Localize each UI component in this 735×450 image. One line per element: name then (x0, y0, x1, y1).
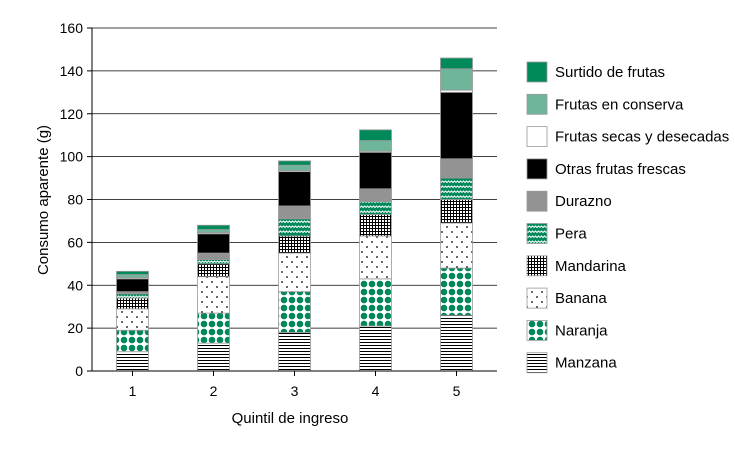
bar-segment (278, 218, 311, 237)
bar-segment (116, 274, 149, 279)
bar-segment (440, 57, 473, 70)
legend-swatch (526, 158, 548, 180)
legend-label: Banana (555, 290, 607, 307)
bar-segment (197, 312, 230, 344)
legend-label: Durazno (555, 193, 612, 210)
y-tick-label: 0 (75, 363, 83, 379)
x-axis-title: Quintil de ingreso (232, 410, 349, 427)
bar-segment (359, 278, 392, 327)
bar-segment (278, 205, 311, 220)
y-axis-title: Consumo aparente (g) (35, 125, 52, 275)
legend-label: Mandarina (555, 258, 627, 275)
bar-segment (197, 259, 230, 265)
legend-swatch (526, 223, 548, 244)
y-tick-label: 120 (60, 106, 84, 122)
legend: Surtido de frutas Frutas en conserva Fruta… (526, 61, 729, 374)
bar-segment (359, 325, 392, 372)
legend-swatch (526, 319, 548, 341)
y-tick-label: 160 (60, 20, 84, 36)
legend-label: Frutas en conserva (555, 96, 684, 113)
legend-label: Manzana (555, 355, 617, 372)
y-tick-label: 80 (67, 192, 83, 208)
y-tick-label: 20 (67, 320, 83, 336)
legend-swatch (526, 190, 548, 212)
bar-segment (116, 297, 149, 310)
legend-label: Surtido de frutas (555, 64, 665, 81)
bar-segment (440, 314, 473, 372)
bar-segment (278, 291, 311, 333)
x-tick-label: 5 (453, 383, 461, 399)
y-tick-label: 60 (67, 234, 83, 250)
bar-segment (278, 252, 311, 293)
x-tick-label: 3 (291, 383, 299, 399)
bar-segment (278, 332, 311, 372)
legend-swatch (526, 255, 548, 277)
legend-swatch (526, 93, 548, 115)
bar-segment (359, 151, 392, 190)
bar-segment (440, 199, 473, 224)
bar-segment (116, 270, 149, 275)
bar-segment (440, 177, 473, 200)
bar-segment (197, 263, 230, 278)
bar-segment (116, 329, 149, 353)
bar-segment (440, 267, 473, 316)
bar-segment (359, 140, 392, 152)
y-tick-label: 100 (60, 149, 84, 165)
y-tick-label: 40 (67, 277, 83, 293)
bar-segment (278, 235, 311, 254)
bar-segment (197, 233, 230, 254)
bar-segment (116, 278, 149, 293)
legend-label: Frutas secas y desecadas (555, 129, 729, 146)
legend-label: Pera (555, 226, 587, 243)
bar-segment (440, 158, 473, 179)
bar-segment (359, 129, 392, 141)
x-tick-label: 2 (210, 383, 218, 399)
bar-segment (197, 229, 230, 234)
x-tick-label: 1 (129, 383, 137, 399)
bars (116, 57, 473, 372)
legend-label: Otras frutas frescas (555, 161, 686, 178)
y-tick-label: 140 (60, 63, 84, 79)
legend-swatch (526, 352, 548, 374)
bar-segment (440, 68, 473, 91)
legend-swatch (526, 61, 548, 83)
x-tick-label: 4 (372, 383, 380, 399)
bar-segment (197, 252, 230, 260)
bar-segment (278, 164, 311, 171)
bar-segment (359, 214, 392, 237)
bar-segment (116, 293, 149, 299)
bar-segment (197, 342, 230, 372)
legend-swatch (526, 287, 548, 309)
bar-segment (440, 222, 473, 269)
bar-segment (440, 91, 473, 160)
axes: 0 20 40 60 80 100 120 140 160 1 2 3 4 5 (60, 20, 497, 399)
bar-segment (116, 351, 149, 372)
bar-segment (278, 171, 311, 207)
bar-segment (359, 235, 392, 280)
legend-label: Naranja (555, 322, 608, 339)
bar-segment (197, 276, 230, 314)
bar-segment (359, 201, 392, 215)
bar-segment (197, 224, 230, 230)
bar-segment (359, 188, 392, 203)
legend-swatch (526, 126, 548, 147)
bar-segment (278, 160, 311, 166)
bar-segment (116, 308, 149, 331)
